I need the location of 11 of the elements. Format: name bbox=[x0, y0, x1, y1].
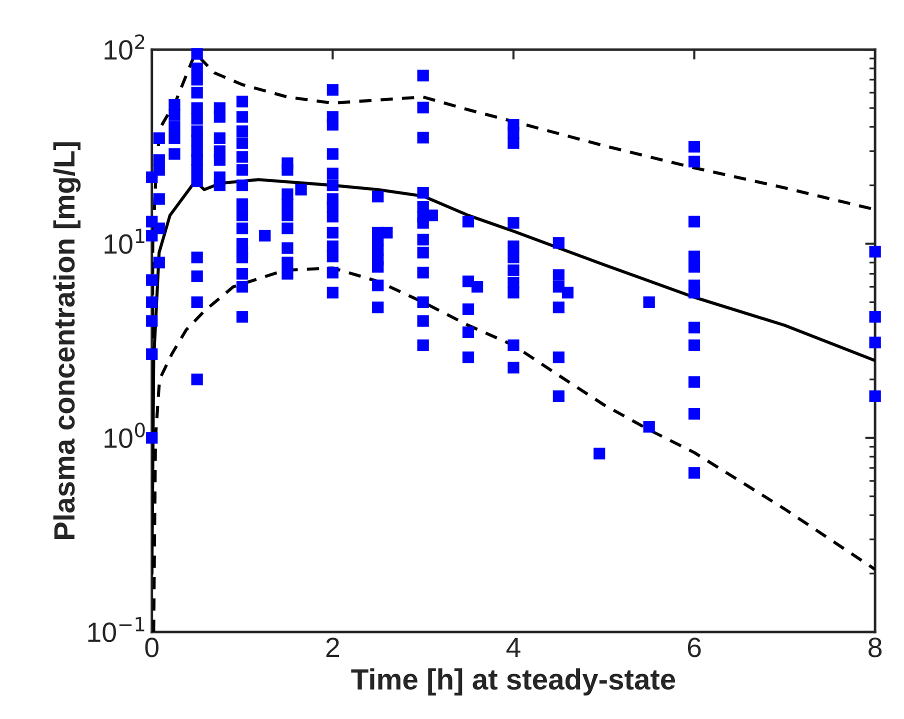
y-tick-label: 10$^{2}$ bbox=[104, 34, 144, 60]
x-tick-label: 4 bbox=[506, 638, 520, 657]
y-tick-label: 10$^{−1}$ bbox=[88, 617, 144, 642]
x-tick-label: 6 bbox=[688, 638, 701, 658]
x-tick-label: 2 bbox=[326, 638, 339, 657]
y-axis-title: Plasma concentration [mg/L] bbox=[53, 142, 81, 539]
x-tick-label: 0 bbox=[145, 638, 159, 658]
x-tick-label: 8 bbox=[868, 638, 882, 658]
y-tick-label: 10$^{1}$ bbox=[104, 228, 144, 254]
x-axis-title: Time [h] at steady-state bbox=[351, 668, 676, 696]
y-tick-label: 10$^{0}$ bbox=[104, 422, 145, 448]
